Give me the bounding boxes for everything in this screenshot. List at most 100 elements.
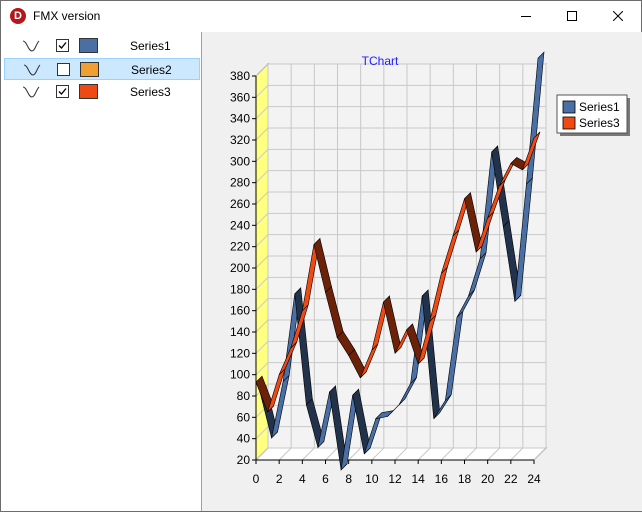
y-tick-label: 380 <box>230 69 250 83</box>
series-row-series3[interactable]: Series3 <box>4 81 200 103</box>
series-color-swatch[interactable] <box>80 62 99 77</box>
y-tick-label: 340 <box>230 112 250 126</box>
x-tick-label: 0 <box>253 472 260 486</box>
grid-line-side <box>255 191 269 205</box>
grid-line-floor <box>371 447 385 461</box>
series-label: Series3 <box>130 85 171 99</box>
series-series3 <box>255 131 541 413</box>
x-tick-label: 18 <box>458 472 472 486</box>
chart-legend: Series1 Series3 <box>556 94 630 136</box>
y-tick-label: 20 <box>237 453 251 467</box>
y-tick-label: 80 <box>237 389 251 403</box>
y-tick-label: 120 <box>230 346 250 360</box>
grid-line-floor <box>464 447 477 461</box>
grid-line-floor <box>417 447 431 461</box>
series-label: Series1 <box>130 39 171 53</box>
series-label: Series2 <box>131 63 172 77</box>
y-tick-label: 180 <box>230 282 250 296</box>
grid-line-side <box>255 234 269 248</box>
maximize-button[interactable] <box>549 1 595 31</box>
x-tick-label: 4 <box>299 472 306 486</box>
grid-line-floor <box>440 447 454 461</box>
grid-line-floor <box>348 447 362 461</box>
y-tick-label: 320 <box>230 133 250 147</box>
series-segment <box>522 131 541 171</box>
legend-entry: Series3 <box>579 116 620 130</box>
minimize-icon <box>521 16 531 17</box>
series-row-series2[interactable]: Series2 <box>4 58 200 80</box>
legend-swatch <box>562 116 576 130</box>
series-visible-checkbox[interactable] <box>57 63 70 76</box>
grid-line-side <box>255 84 269 98</box>
grid-line-floor <box>394 447 408 461</box>
x-tick-label: 2 <box>276 472 283 486</box>
series-color-swatch[interactable] <box>79 84 98 99</box>
y-tick-label: 160 <box>230 304 250 318</box>
x-tick-label: 6 <box>322 472 329 486</box>
x-tick-label: 8 <box>345 472 352 486</box>
grid-line-side <box>255 106 269 120</box>
grid-line-floor <box>301 447 315 461</box>
chart-panel: 20 40 60 80 100 120 140 160 180 200 220 240 260 280 30… <box>202 32 642 511</box>
grid-line-side <box>255 170 269 184</box>
x-tick-label: 22 <box>504 472 518 486</box>
x-tick-label: 12 <box>388 472 402 486</box>
grid-line-floor <box>533 447 547 461</box>
title-bar: D FMX version <box>1 1 641 31</box>
y-tick-label: 360 <box>230 90 250 104</box>
grid-line-side <box>255 212 269 226</box>
y-tick-label: 40 <box>237 432 251 446</box>
grid-line-side <box>255 362 269 376</box>
close-icon <box>613 11 623 21</box>
app-logo-icon: D <box>10 8 26 24</box>
grid-line-side <box>255 340 269 354</box>
series-visible-checkbox[interactable] <box>56 85 69 98</box>
line-series-icon <box>22 86 40 98</box>
grid-line-side <box>255 319 269 333</box>
y-tick-label: 240 <box>230 218 250 232</box>
grid-line-side <box>255 148 269 162</box>
grid-line-side <box>255 127 269 141</box>
tchart[interactable]: 2040608010012014016018020022024026028030… <box>202 32 642 511</box>
x-tick-label: 24 <box>527 472 541 486</box>
series-visible-checkbox[interactable] <box>56 39 69 52</box>
y-tick-label: 300 <box>230 154 250 168</box>
grid-line-side <box>255 63 269 77</box>
maximize-icon <box>567 11 577 21</box>
y-tick-label: 280 <box>230 176 250 190</box>
x-tick-label: 10 <box>365 472 379 486</box>
series-series1 <box>259 51 545 471</box>
window-title: FMX version <box>33 9 101 23</box>
line-series-icon <box>23 64 41 76</box>
grid-line-side <box>255 298 269 312</box>
grid-line-floor <box>510 447 524 461</box>
grid-line-side <box>255 426 269 440</box>
grid-line-floor <box>278 447 292 461</box>
grid-line-floor <box>325 447 338 461</box>
x-tick-label: 16 <box>435 472 449 486</box>
x-tick-label: 20 <box>481 472 495 486</box>
grid-line-floor <box>255 447 269 461</box>
y-tick-label: 60 <box>237 410 251 424</box>
chart-title: TChart <box>362 54 399 68</box>
checkmark-icon <box>58 42 67 49</box>
grid-line-side <box>255 276 269 290</box>
checkmark-icon <box>58 88 67 95</box>
series-list-panel: Series1 Series2 Series3 <box>2 32 202 511</box>
y-tick-label: 100 <box>230 368 250 382</box>
series-color-swatch[interactable] <box>79 38 98 53</box>
grid-line-side <box>255 255 269 269</box>
y-tick-label: 220 <box>230 240 250 254</box>
legend-swatch <box>562 100 576 114</box>
y-tick-label: 140 <box>230 325 250 339</box>
line-series-icon <box>22 40 40 52</box>
legend-entry: Series1 <box>579 100 620 114</box>
grid-line-floor <box>487 447 501 461</box>
x-tick-label: 14 <box>411 472 425 486</box>
minimize-button[interactable] <box>503 1 549 31</box>
series-row-series1[interactable]: Series1 <box>4 35 200 57</box>
y-tick-label: 260 <box>230 197 250 211</box>
y-tick-label: 200 <box>230 261 250 275</box>
close-button[interactable] <box>595 1 641 31</box>
